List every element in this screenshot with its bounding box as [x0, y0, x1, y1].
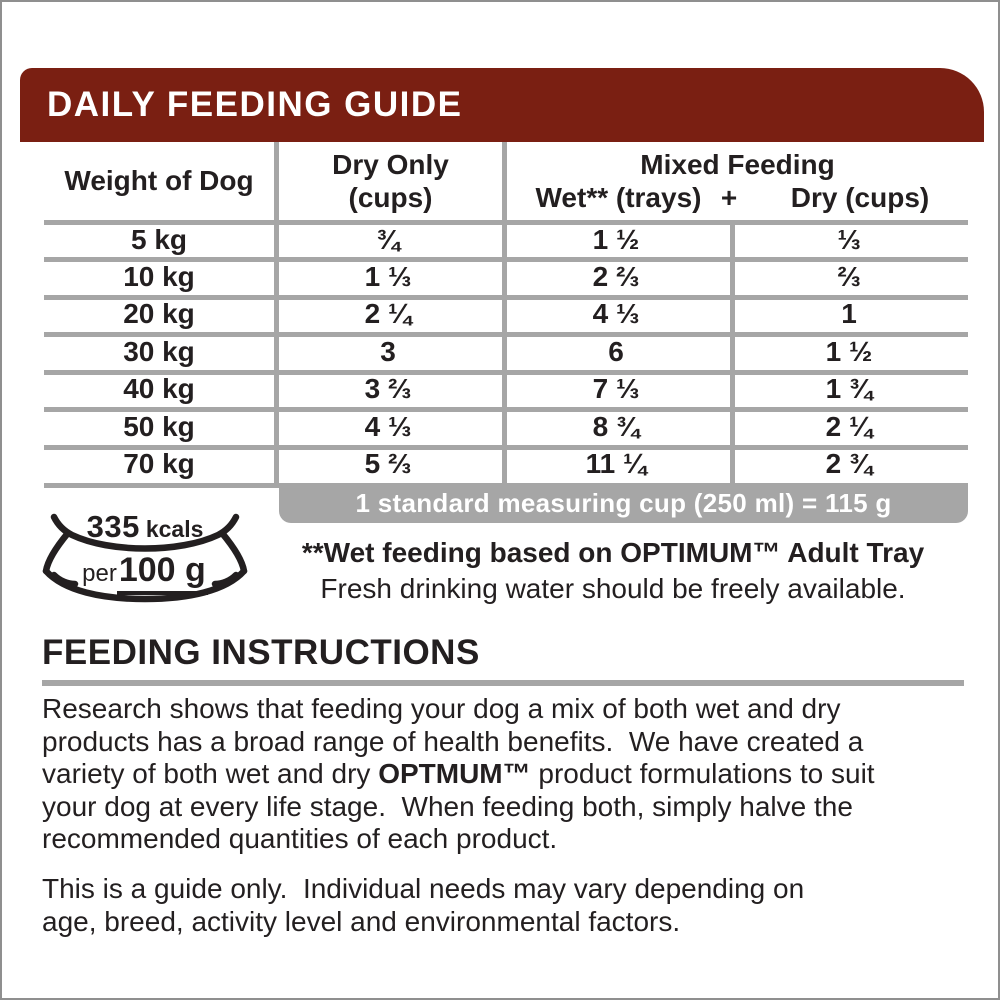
kcal-line: 335 kcals [42, 509, 248, 545]
table-cell: 5 kg [130, 223, 188, 255]
subheader-dry-cups: Dry (cups) [790, 182, 930, 213]
column-header-weight: Weight of Dog [64, 165, 254, 196]
table-cell: 11 ¼ [585, 448, 647, 480]
text-line: Research shows that feeding your dog a m… [42, 693, 841, 724]
kcal-unit: kcals [145, 516, 204, 542]
wet-feeding-footnote: **Wet feeding based on OPTIMUM™ Adult Tr… [301, 537, 925, 568]
text-line: your dog at every life stage. When feedi… [42, 790, 853, 822]
table-cell: 8 ¾ [592, 410, 640, 442]
text-line: products has a broad range of health ben… [42, 725, 864, 757]
table-cell: 2 ¾ [825, 448, 873, 480]
table-cell: 1 ½ [592, 223, 640, 255]
dog-bowl-icon [42, 513, 248, 603]
measuring-cup-note: 1 standard measuring cup (250 ml) = 115 … [355, 487, 892, 518]
table-cell: 1 ⅓ [364, 261, 412, 293]
subheader-wet-trays: Wet** (trays) [535, 182, 702, 213]
per-label: per [82, 560, 117, 587]
column-header-dry-only-line2: (cups) [348, 182, 433, 213]
per-amount: 100 g [116, 551, 208, 595]
table-gridline-vertical [730, 220, 735, 488]
table-cell: 3 [380, 335, 396, 367]
table-row: 70 kg 5 ⅔ 11 ¼ 2 ¾ [44, 445, 968, 482]
fresh-water-note: Fresh drinking water should be freely av… [320, 573, 906, 604]
table-cell: 4 ⅓ [592, 298, 640, 330]
heading-divider-rule [42, 680, 964, 686]
table-cell: 2 ¼ [825, 410, 873, 442]
kcal-value: 335 [86, 509, 140, 544]
footnote-block: **Wet feeding based on OPTIMUM™ Adult Tr… [257, 535, 969, 607]
column-header-dry-only: Dry Only (cups) [279, 142, 502, 220]
table-cell: 1 ½ [825, 335, 873, 367]
table-cell: 1 [841, 298, 857, 330]
column-header-dry-only-line1: Dry Only [332, 149, 449, 180]
table-row: 20 kg 2 ¼ 4 ⅓ 1 [44, 296, 968, 333]
feeding-instructions-heading: FEEDING INSTRUCTIONS [42, 633, 480, 672]
text-line: This is a guide only. Individual needs m… [42, 873, 805, 904]
table-cell: 2 ¼ [364, 298, 412, 330]
text-line: recommended quantities of each product. [42, 823, 558, 854]
daily-feeding-guide-banner: DAILY FEEDING GUIDE [20, 68, 984, 142]
table-cell: 4 ⅓ [364, 410, 412, 442]
table-row: 40 kg 3 ⅔ 7 ⅓ 1 ¾ [44, 371, 968, 408]
column-header-mixed-feeding: Mixed Feeding [640, 149, 835, 180]
table-row: 10 kg 1 ⅓ 2 ⅔ ⅔ [44, 258, 968, 295]
table-cell: 10 kg [123, 261, 195, 293]
instructions-paragraph-1: Research shows that feeding your dog a m… [42, 693, 982, 856]
table-gridline-vertical [274, 142, 279, 488]
table-cell: 50 kg [123, 410, 195, 442]
table-cell: 7 ⅓ [592, 373, 640, 405]
table-cell: 5 ⅔ [364, 448, 412, 480]
table-cell: 20 kg [123, 298, 195, 330]
plus-sign: + [720, 182, 738, 213]
feeding-table-rows: 5 kg ¾ 1 ½ ⅓ 10 kg 1 ⅓ 2 ⅔ ⅔ 20 kg 2 ¼ 4 ⅓ 1 30 kg 3 6… [44, 221, 968, 483]
table-cell: 1 ¾ [825, 373, 873, 405]
table-row: 50 kg 4 ⅓ 8 ¾ 2 ¼ [44, 408, 968, 445]
table-cell: 6 [608, 335, 624, 367]
instructions-paragraph-2: This is a guide only. Individual needs m… [42, 873, 982, 938]
table-row: 5 kg ¾ 1 ½ ⅓ [44, 221, 968, 258]
table-cell: ¾ [376, 223, 400, 255]
banner-title: DAILY FEEDING GUIDE [47, 85, 463, 124]
table-row: 30 kg 3 6 1 ½ [44, 333, 968, 370]
table-cell: ⅔ [837, 261, 861, 293]
kcal-per-100g-badge: 335 kcals per 100 g [42, 507, 248, 607]
table-cell: 2 ⅔ [592, 261, 640, 293]
table-cell: ⅓ [837, 223, 861, 255]
table-cell: 3 ⅔ [364, 373, 412, 405]
table-cell: 40 kg [123, 373, 195, 405]
table-gridline-vertical [502, 142, 507, 488]
per-100g-line: per 100 g [42, 551, 248, 595]
measuring-cup-note-bar: 1 standard measuring cup (250 ml) = 115 … [279, 483, 968, 523]
table-cell: 70 kg [123, 448, 195, 480]
text-line: variety of both wet and dry OPTMUM™ prod… [42, 758, 875, 789]
text-line: age, breed, activity level and environme… [42, 905, 681, 937]
table-cell: 30 kg [123, 335, 195, 367]
mixed-feeding-subheader: Wet** (trays) Dry (cups) [507, 182, 968, 214]
